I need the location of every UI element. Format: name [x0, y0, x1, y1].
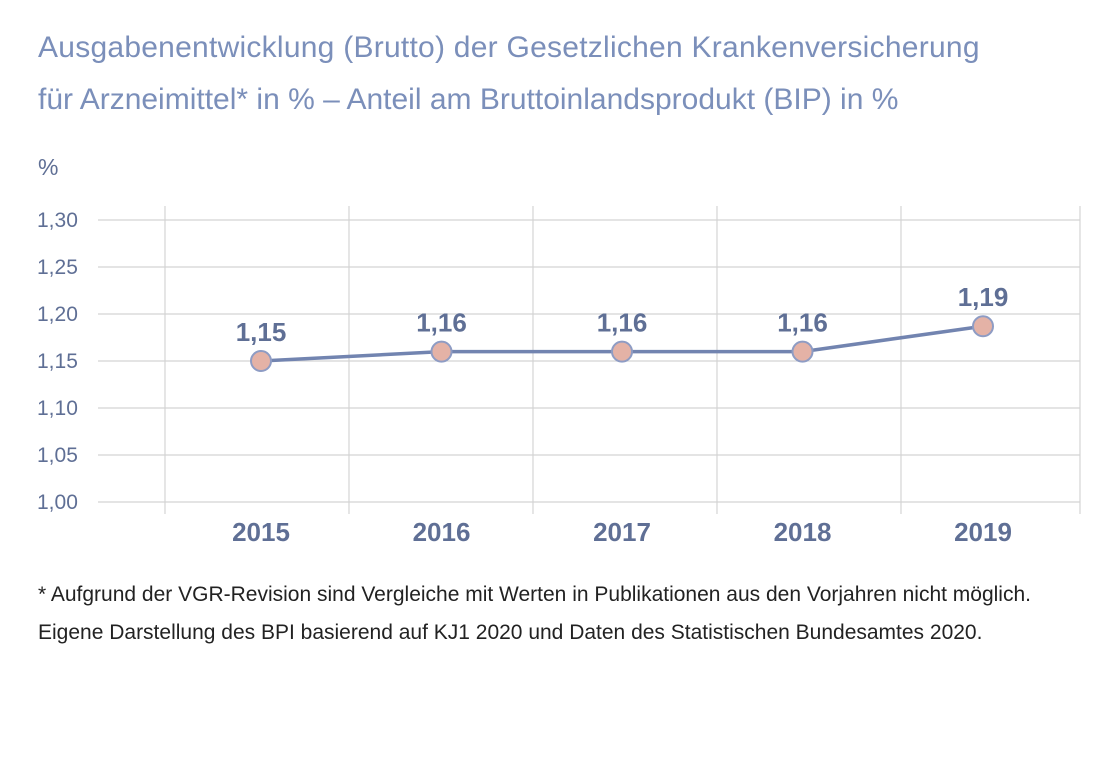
data-point-2015 — [250, 350, 272, 372]
y-tick-label: 1,30 — [37, 209, 78, 232]
y-tick-label: 1,25 — [37, 256, 78, 279]
y-tick-label: 1,20 — [37, 303, 78, 326]
data-label-2015: 1,15 — [236, 317, 287, 347]
y-tick-label: 1,05 — [37, 444, 78, 467]
chart-title-line-1: Ausgabenentwicklung (Brutto) der Gesetzl… — [38, 31, 980, 64]
data-label-2016: 1,16 — [416, 308, 467, 338]
grid-lines — [98, 206, 1081, 514]
chart-title-line-2: für Arzneimittel* in % – Anteil am Brutt… — [38, 83, 899, 116]
footnote: * Aufgrund der VGR-Revision sind Verglei… — [38, 583, 1031, 606]
x-tick-label: 2017 — [593, 517, 651, 547]
y-tick-label: 1,10 — [37, 397, 78, 420]
data-point-2018 — [791, 340, 814, 363]
source-note: Eigene Darstellung des BPI basierend auf… — [38, 621, 983, 644]
y-tick-label: 1,15 — [37, 350, 78, 373]
data-markers — [250, 315, 994, 372]
chart-title: Ausgabenentwicklung (Brutto) der Gesetzl… — [38, 22, 1098, 126]
data-point-2016 — [430, 340, 453, 363]
chart-notes: * Aufgrund der VGR-Revision sind Verglei… — [38, 576, 1098, 652]
data-label-2017: 1,16 — [597, 308, 648, 338]
x-tick-label: 2015 — [232, 517, 290, 547]
data-labels: 1,15 1,16 1,16 1,16 1,19 — [236, 282, 1009, 347]
y-axis-unit-label: % — [38, 154, 59, 180]
data-label-2018: 1,16 — [777, 308, 828, 338]
y-tick-label: 1,00 — [37, 491, 78, 514]
data-point-2017 — [611, 340, 633, 363]
x-tick-label: 2019 — [954, 517, 1012, 547]
x-tick-label: 2016 — [413, 517, 471, 547]
x-axis-ticks: 2015 2016 2017 2018 2019 — [232, 517, 1012, 547]
data-label-2019: 1,19 — [958, 282, 1009, 312]
y-axis-ticks: 1,00 1,05 1,10 1,15 1,20 1,25 1,30 — [37, 209, 78, 514]
x-tick-label: 2018 — [774, 517, 832, 547]
data-point-2019 — [972, 315, 994, 338]
